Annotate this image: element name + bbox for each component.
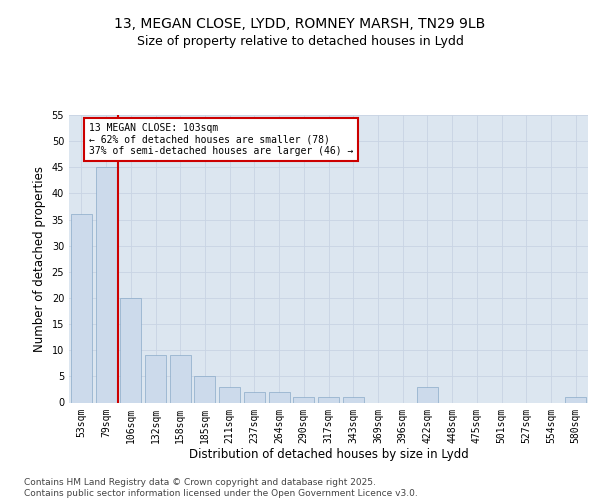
Text: Size of property relative to detached houses in Lydd: Size of property relative to detached ho… [137, 35, 463, 48]
Bar [71, 214, 92, 402]
Bar [318, 398, 339, 402]
Bar [194, 376, 215, 402]
Bar [269, 392, 290, 402]
Text: Contains HM Land Registry data © Crown copyright and database right 2025.
Contai: Contains HM Land Registry data © Crown c… [24, 478, 418, 498]
Bar [244, 392, 265, 402]
Bar [95, 168, 116, 402]
Bar [565, 398, 586, 402]
Text: 13 MEGAN CLOSE: 103sqm
← 62% of detached houses are smaller (78)
37% of semi-det: 13 MEGAN CLOSE: 103sqm ← 62% of detached… [89, 123, 353, 156]
Text: 13, MEGAN CLOSE, LYDD, ROMNEY MARSH, TN29 9LB: 13, MEGAN CLOSE, LYDD, ROMNEY MARSH, TN2… [115, 18, 485, 32]
Bar [293, 398, 314, 402]
X-axis label: Distribution of detached houses by size in Lydd: Distribution of detached houses by size … [188, 448, 469, 461]
Bar [170, 356, 191, 403]
Bar [219, 387, 240, 402]
Bar [145, 356, 166, 403]
Bar [417, 387, 438, 402]
Y-axis label: Number of detached properties: Number of detached properties [33, 166, 46, 352]
Bar [120, 298, 141, 403]
Bar [343, 398, 364, 402]
